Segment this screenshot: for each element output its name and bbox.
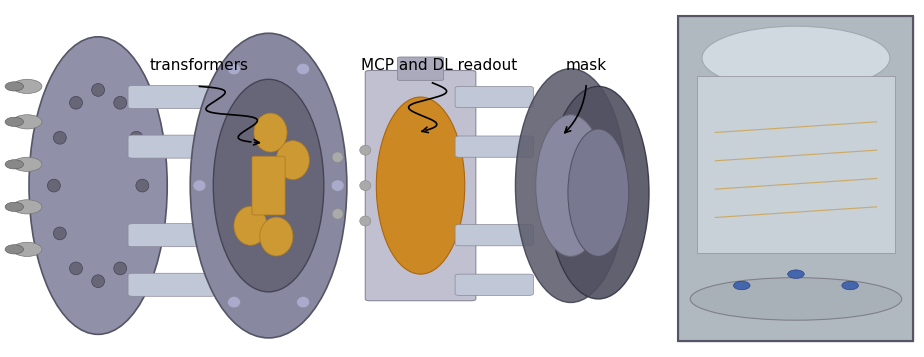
Ellipse shape <box>5 245 23 254</box>
FancyBboxPatch shape <box>128 86 215 109</box>
Ellipse shape <box>91 275 104 288</box>
Ellipse shape <box>376 97 465 274</box>
Ellipse shape <box>130 131 143 144</box>
FancyBboxPatch shape <box>456 136 533 157</box>
FancyBboxPatch shape <box>456 225 533 246</box>
Ellipse shape <box>5 117 23 126</box>
Text: MCP and DL readout: MCP and DL readout <box>361 57 517 72</box>
Ellipse shape <box>193 180 206 191</box>
Ellipse shape <box>702 26 890 90</box>
Ellipse shape <box>332 208 343 219</box>
Ellipse shape <box>190 33 346 338</box>
Ellipse shape <box>114 262 127 275</box>
Ellipse shape <box>5 202 23 211</box>
Text: transformers: transformers <box>150 57 249 72</box>
FancyBboxPatch shape <box>456 86 533 108</box>
Ellipse shape <box>234 206 267 245</box>
Ellipse shape <box>12 115 42 129</box>
Ellipse shape <box>5 160 23 169</box>
Ellipse shape <box>136 179 149 192</box>
Ellipse shape <box>690 278 902 320</box>
Ellipse shape <box>787 270 804 278</box>
Ellipse shape <box>568 129 628 256</box>
Ellipse shape <box>548 86 649 299</box>
FancyBboxPatch shape <box>397 57 444 80</box>
Ellipse shape <box>227 296 240 308</box>
Ellipse shape <box>91 84 104 96</box>
Ellipse shape <box>332 180 343 191</box>
Ellipse shape <box>69 262 82 275</box>
Ellipse shape <box>516 69 626 302</box>
Ellipse shape <box>29 37 167 335</box>
Bar <box>678 16 914 341</box>
Ellipse shape <box>332 152 343 162</box>
Bar <box>678 16 914 341</box>
Ellipse shape <box>536 115 606 256</box>
Ellipse shape <box>276 141 310 180</box>
Ellipse shape <box>12 79 42 94</box>
Ellipse shape <box>12 242 42 256</box>
Ellipse shape <box>5 82 23 91</box>
Bar <box>697 76 895 253</box>
Ellipse shape <box>842 281 858 290</box>
Ellipse shape <box>254 113 287 152</box>
Ellipse shape <box>54 227 67 240</box>
Ellipse shape <box>359 216 371 226</box>
Ellipse shape <box>359 181 371 191</box>
Ellipse shape <box>12 200 42 214</box>
FancyBboxPatch shape <box>252 156 286 215</box>
Ellipse shape <box>359 145 371 155</box>
FancyBboxPatch shape <box>365 70 476 301</box>
Ellipse shape <box>12 157 42 171</box>
Ellipse shape <box>130 227 143 240</box>
FancyBboxPatch shape <box>456 274 533 295</box>
FancyBboxPatch shape <box>128 135 215 158</box>
Ellipse shape <box>227 63 240 75</box>
Text: mask: mask <box>565 57 607 72</box>
Ellipse shape <box>213 79 323 292</box>
Ellipse shape <box>297 63 310 75</box>
FancyBboxPatch shape <box>128 224 215 247</box>
Ellipse shape <box>734 281 750 290</box>
Ellipse shape <box>114 96 127 109</box>
Ellipse shape <box>260 217 293 256</box>
FancyBboxPatch shape <box>128 273 215 296</box>
Ellipse shape <box>47 179 60 192</box>
Ellipse shape <box>331 180 344 191</box>
Ellipse shape <box>69 96 82 109</box>
Ellipse shape <box>54 131 67 144</box>
Ellipse shape <box>297 296 310 308</box>
